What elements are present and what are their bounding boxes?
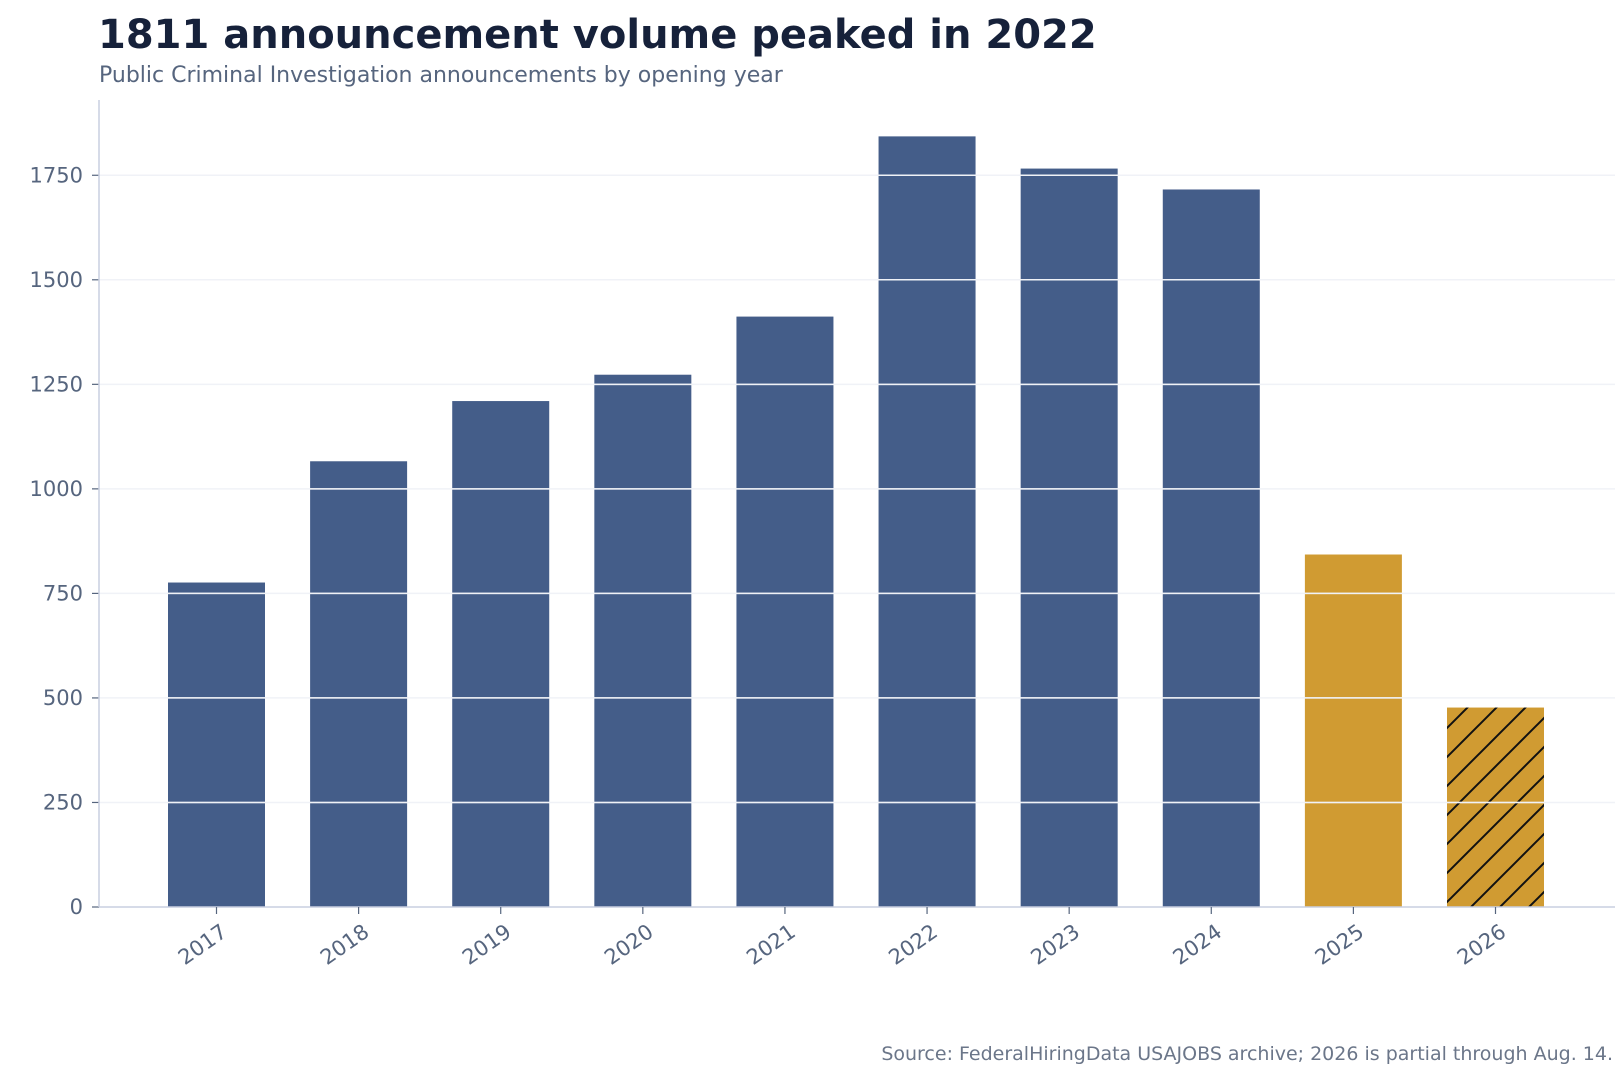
y-tick-label-500: 500 bbox=[43, 686, 83, 710]
x-tick-label-2022: 2022 bbox=[884, 919, 942, 969]
chart-title: 1811 announcement volume peaked in 2022 bbox=[98, 12, 1097, 58]
y-tick-label-1000: 1000 bbox=[30, 477, 83, 501]
bar-2024 bbox=[1162, 189, 1260, 907]
chart-subtitle: Public Criminal Investigation announceme… bbox=[99, 63, 783, 88]
bars-layer bbox=[168, 136, 1544, 908]
bar-2022 bbox=[878, 136, 976, 908]
bar-2025 bbox=[1304, 554, 1402, 907]
y-tick-label-0: 0 bbox=[70, 895, 83, 919]
bar-2017 bbox=[168, 582, 265, 907]
bar-hatch-2026 bbox=[1447, 707, 1544, 907]
bar-2020 bbox=[594, 374, 692, 908]
x-tick-label-2026: 2026 bbox=[1453, 919, 1511, 969]
x-tick-label-2018: 2018 bbox=[316, 919, 374, 969]
bar-2023 bbox=[1020, 168, 1118, 907]
y-tick-label-1750: 1750 bbox=[30, 163, 83, 187]
x-tick-label-2024: 2024 bbox=[1169, 919, 1227, 969]
bar-2018 bbox=[310, 461, 408, 907]
y-tick-label-250: 250 bbox=[43, 790, 83, 814]
bar-2019 bbox=[452, 401, 550, 907]
y-tick-label-750: 750 bbox=[43, 581, 83, 605]
x-tick-label-2017: 2017 bbox=[174, 919, 232, 969]
x-tick-label-2025: 2025 bbox=[1311, 919, 1369, 969]
x-tick-label-2023: 2023 bbox=[1026, 919, 1084, 969]
grid-layer bbox=[99, 174, 1615, 804]
x-tick-label-2020: 2020 bbox=[600, 919, 658, 969]
y-tick-label-1250: 1250 bbox=[30, 372, 83, 396]
chart-source: Source: FederalHiringData USAJOBS archiv… bbox=[881, 1043, 1613, 1065]
bar-2021 bbox=[736, 316, 834, 908]
x-tick-label-2019: 2019 bbox=[458, 919, 516, 969]
x-tick-label-2021: 2021 bbox=[742, 919, 800, 969]
y-tick-label-1500: 1500 bbox=[30, 268, 83, 292]
